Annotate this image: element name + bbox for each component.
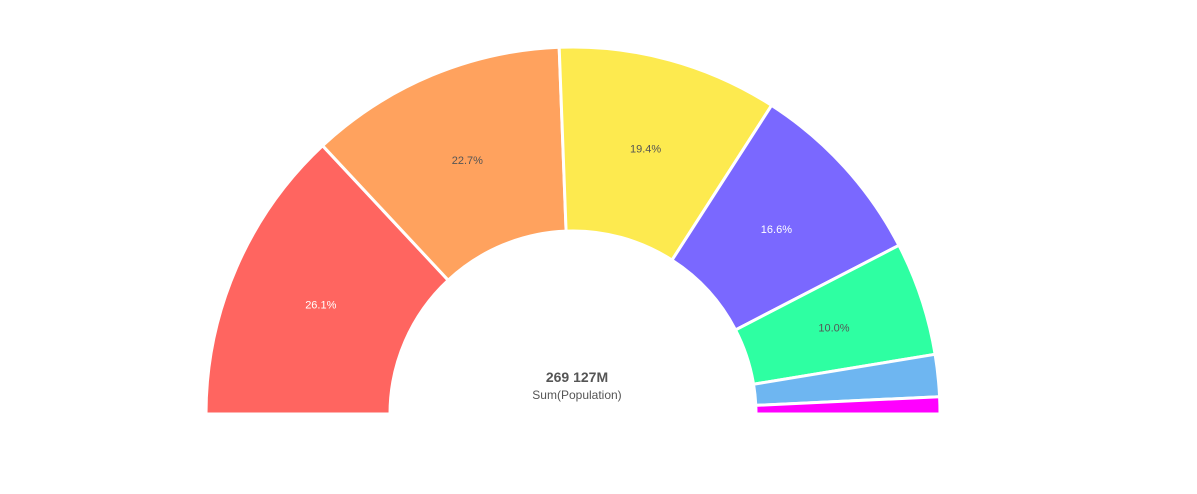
center-total-value: 269 127M — [545, 369, 609, 385]
slice-2[interactable] — [321, 45, 568, 282]
center-measure-label: Sum(Population) — [532, 388, 622, 402]
slice-label-2: 22.7% — [452, 155, 483, 167]
slice-3[interactable] — [557, 45, 774, 262]
slice-label-5: 10.0% — [818, 322, 849, 334]
slice-1[interactable] — [204, 144, 450, 416]
slice-label-4: 16.6% — [761, 224, 792, 236]
slice-7[interactable] — [754, 395, 942, 416]
slice-label-3: 19.4% — [630, 144, 661, 156]
slice-label-1: 26.1% — [305, 299, 336, 311]
